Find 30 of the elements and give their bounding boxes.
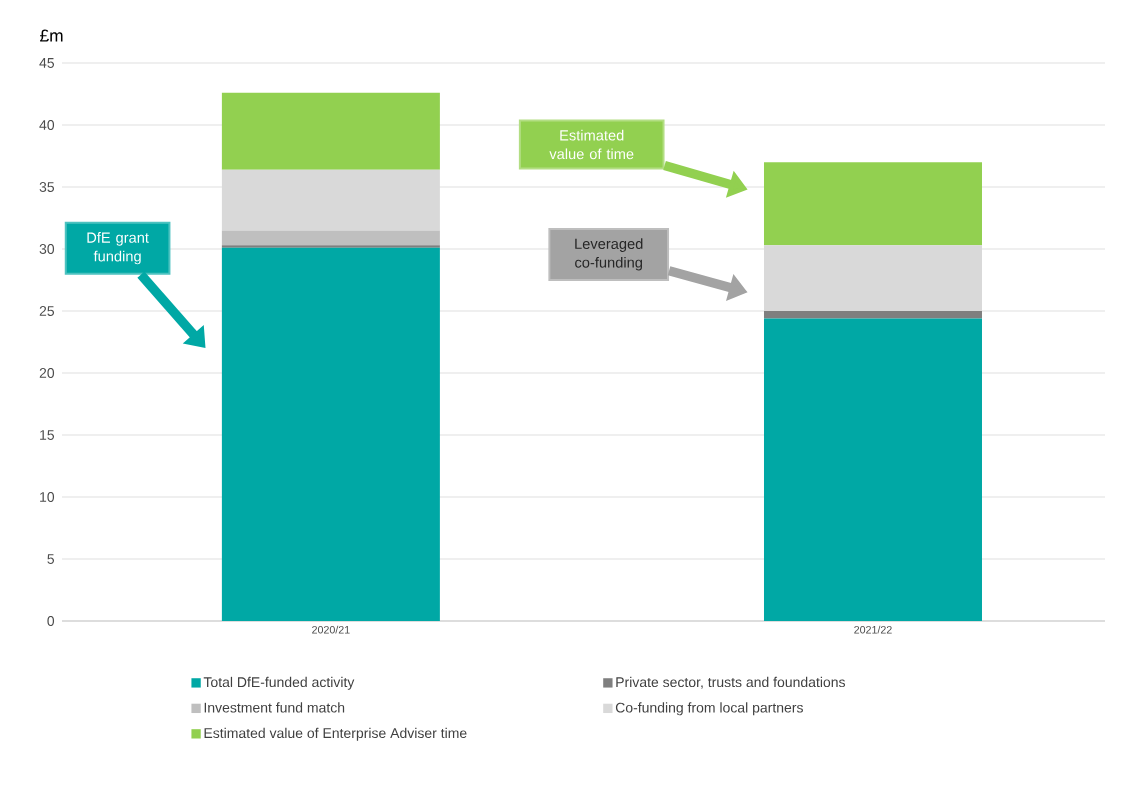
legend-label: Estimated value of Enterprise Adviser time (204, 727, 467, 741)
y-axis-title: £m (40, 29, 63, 42)
legend-label: Private sector, trusts and foundations (616, 676, 846, 689)
bar (763, 245, 982, 311)
y-tick-label: 40 (39, 120, 55, 130)
y-tick-label: 45 (39, 58, 55, 68)
bar (763, 311, 982, 319)
y-tick-label: 0 (47, 616, 55, 626)
bar (763, 318, 982, 621)
legend-label: Investment fund match (204, 702, 345, 713)
y-tick-label: 10 (40, 492, 55, 502)
annotation: Leveraged co-funding (575, 238, 643, 271)
bar (221, 230, 440, 246)
bar (221, 169, 440, 231)
annotation: Estimated value of time (549, 129, 634, 160)
bar (221, 247, 440, 621)
y-tick-label: 15 (40, 430, 55, 440)
annotation: DfE grant funding (87, 232, 149, 265)
legend-label: Total DfE-funded activity (203, 676, 355, 690)
x-tick-label: 2020/21 (312, 625, 350, 634)
bar (221, 245, 440, 248)
bar (221, 92, 440, 170)
x-tick-label: 2021/22 (854, 625, 892, 634)
legend-label: Co-funding from local partners (615, 702, 803, 716)
y-tick-label: 5 (47, 554, 55, 564)
bar (763, 162, 982, 246)
y-tick-label: 35 (39, 182, 55, 192)
y-tick-label: 25 (39, 306, 55, 316)
y-tick-label: 20 (39, 368, 55, 378)
y-tick-label: 30 (39, 244, 55, 254)
